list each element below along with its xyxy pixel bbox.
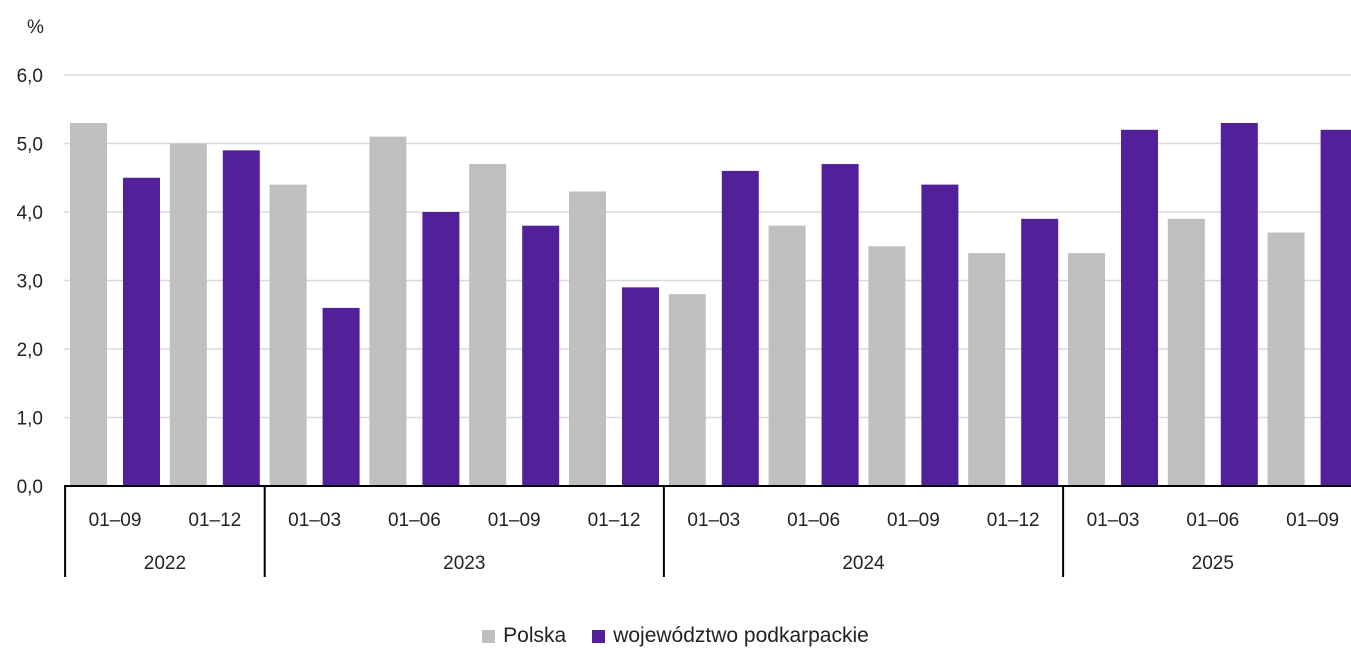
x-year-label: 2024 (842, 553, 885, 574)
x-tick-label: 01–06 (1186, 510, 1239, 531)
bar-podkarpackie (622, 287, 659, 486)
x-axis-year-labels: 2022 2023 2024 2025 (144, 553, 1234, 574)
legend-label-polska: Polska (503, 624, 567, 647)
bar-polska (1167, 218, 1205, 486)
x-year-label: 2025 (1192, 553, 1234, 574)
y-tick-label: 0,0 (17, 477, 43, 498)
bar-podkarpackie (222, 150, 260, 486)
y-tick-label: 4,0 (17, 203, 43, 224)
bar-polska (1267, 232, 1305, 486)
bar-podkarpackie (721, 170, 759, 486)
bar-polska (1068, 253, 1105, 486)
x-tick-label: 01–03 (1087, 510, 1140, 531)
bar-polska (169, 143, 207, 486)
bar-podkarpackie (1021, 218, 1059, 486)
bar-podkarpackie (422, 212, 460, 486)
x-axis (64, 485, 1351, 577)
x-tick-label: 01–09 (89, 510, 142, 531)
bar-polska (469, 164, 507, 487)
x-tick-label: 01–06 (787, 510, 840, 531)
bar-polska (968, 253, 1006, 486)
bar-podkarpackie (1121, 129, 1158, 487)
bars (70, 122, 1351, 487)
legend-item-podkarpackie: województwo podkarpackie (592, 624, 869, 648)
x-tick-label: 01–12 (188, 510, 241, 531)
x-tick-label: 01–12 (987, 510, 1040, 531)
x-year-label: 2022 (144, 553, 186, 574)
bar-podkarpackie (921, 184, 959, 486)
bar-polska (569, 191, 606, 486)
legend-swatch-polska (482, 629, 496, 643)
bar-polska (369, 136, 407, 486)
bar-podkarpackie (821, 164, 859, 487)
x-axis-tick-labels: 01–09 01–12 01–03 01–06 01–09 01–12 01–03 01–06… (89, 510, 1339, 531)
bar-polska (269, 184, 307, 486)
bar-podkarpackie (322, 307, 360, 486)
bar-polska (70, 122, 107, 486)
legend-swatch-podkarpackie (592, 629, 606, 643)
y-axis-tick-labels: 0,0 1,0 2,0 3,0 4,0 5,0 6,0 (17, 66, 43, 498)
y-tick-label: 5,0 (17, 135, 43, 156)
bar-podkarpackie (1320, 129, 1351, 487)
bar-polska (768, 225, 806, 486)
bar-podkarpackie (1220, 122, 1258, 486)
bar-polska (868, 246, 906, 486)
y-tick-label: 6,0 (17, 66, 43, 87)
legend-item-polska: Polska (482, 624, 566, 648)
bar-chart: % 0,01,02,03,04,05,06,0 01–09 01–12 01–03 0… (17, 17, 1351, 577)
x-tick-label: 01–09 (1286, 510, 1339, 531)
y-tick-label: 2,0 (17, 340, 43, 361)
x-tick-label: 01–06 (388, 510, 441, 531)
x-tick-label: 01–09 (488, 510, 541, 531)
x-year-label: 2023 (443, 553, 485, 574)
legend: Polska województwo podkarpackie (0, 624, 1351, 648)
bar-podkarpackie (123, 177, 160, 486)
y-tick-label: 3,0 (17, 272, 43, 293)
x-tick-label: 01–12 (588, 510, 641, 531)
y-axis-unit-label: % (27, 17, 44, 38)
bar-podkarpackie (522, 225, 560, 486)
x-tick-label: 01–03 (288, 510, 341, 531)
x-tick-label: 01–09 (887, 510, 940, 531)
legend-label-podkarpackie: województwo podkarpackie (613, 624, 869, 647)
bar-polska (668, 294, 706, 486)
y-tick-label: 1,0 (17, 409, 43, 430)
x-tick-label: 01–03 (687, 510, 740, 531)
